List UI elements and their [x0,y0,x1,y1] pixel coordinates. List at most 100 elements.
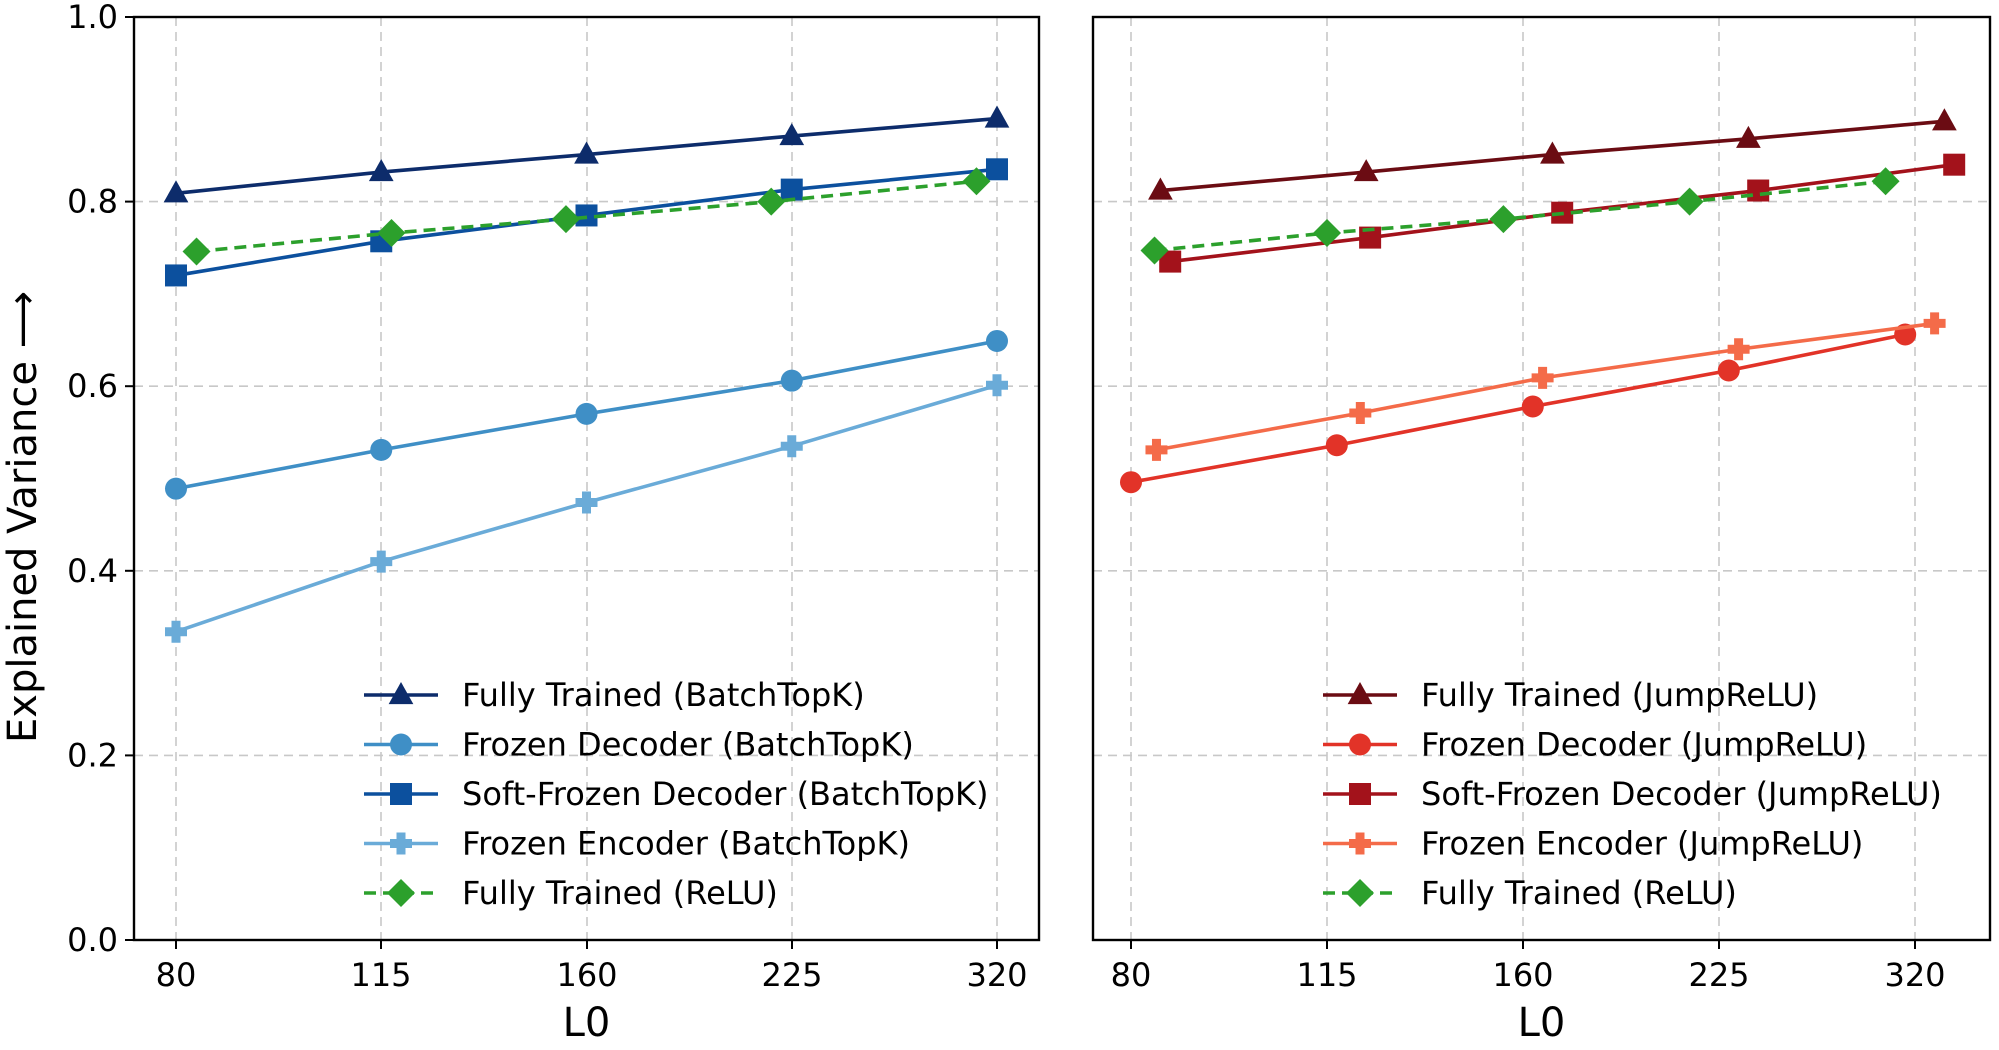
legend-entry: Frozen Decoder (BatchTopK) [364,726,914,764]
legend-entry: Frozen Encoder (BatchTopK) [364,825,910,863]
data-point [1349,401,1372,424]
series-line [1154,179,1886,253]
x-axis-label: L0 [1518,1000,1566,1046]
legend-label: Soft-Frozen Decoder (BatchTopK) [462,775,989,813]
legend-label: Frozen Decoder (BatchTopK) [462,726,914,764]
data-point [1313,218,1341,247]
data-point [370,550,393,573]
x-tick-label: 225 [1688,956,1749,994]
data-point [986,329,1008,352]
x-axis-label: L0 [563,1000,611,1046]
jumprelu-panel: 80 115 160 225 320 L0 Fully Trained (JumpReLU)… [1091,15,1992,1046]
data-point [986,374,1008,397]
data-point [1727,338,1750,361]
legend-entry: Frozen Encoder (JumpReLU) [1323,825,1863,863]
legend-marker [387,879,415,907]
data-point [165,620,187,643]
data-point [1943,153,1966,176]
legend-marker [1349,733,1371,756]
series-line [1130,332,1906,484]
series-fully-trained-relu [1140,167,1900,265]
data-point [1159,250,1182,273]
series-fully-trained-relu [182,167,991,266]
data-point [780,178,803,201]
data-point [1359,226,1382,249]
legend-marker [1349,832,1371,855]
legend-entry: Frozen Decoder (JumpReLU) [1323,726,1867,764]
data-point [163,180,189,203]
data-point [575,402,598,425]
plot-frame [1091,15,1992,942]
data-point [1717,359,1740,382]
plot-frame [132,15,1041,942]
x-tick-label: 160 [556,956,617,994]
legend-marker [390,832,412,855]
data-point [165,264,187,287]
series-line [196,179,977,254]
x-tick-label: 115 [1296,956,1357,994]
legend-marker [1349,783,1371,805]
data-point [779,123,805,146]
legend-label: Fully Trained (BatchTopK) [462,676,865,714]
legend-label: Soft-Frozen Decoder (JumpReLU) [1421,775,1942,813]
data-point [1932,108,1957,131]
data-point [1140,236,1169,265]
series-soft-frozen-decoder-batchtopk [165,158,1008,287]
data-point [1325,434,1348,457]
data-point [1540,141,1565,164]
x-tick-label: 320 [966,956,1027,994]
legend-label: Fully Trained (ReLU) [462,874,778,912]
legend: Fully Trained (BatchTopK) Frozen Decoder … [364,676,989,912]
legend-entry: Soft-Frozen Decoder (BatchTopK) [364,775,989,813]
legend-entry: Fully Trained (BatchTopK) [364,676,865,714]
legend-label: Frozen Decoder (JumpReLU) [1421,726,1867,764]
batchtopk-panel: 80 115 160 225 320 0.0 0.2 0.4 0.6 0.8 1.0 L0 Fully … [67,0,1041,1046]
data-point [780,435,803,458]
x-tick-label: 80 [156,956,197,994]
data-point [1521,395,1544,418]
series-frozen-encoder-jumprelu [1145,312,1946,461]
data-point [986,158,1008,181]
legend: Fully Trained (JumpReLU) Frozen Decoder (… [1323,676,1942,912]
data-point [1531,366,1554,389]
data-point [984,105,1010,128]
legend-marker [1346,879,1374,907]
y-tick-label: 0.6 [67,367,118,405]
y-axis-label: Explained Variance ⟶ [0,291,46,743]
y-tick-label: 0.8 [67,183,118,221]
data-point [757,187,786,216]
data-point [1353,159,1379,182]
legend-marker [1347,682,1373,705]
y-tick-label: 0.2 [67,736,118,774]
legend-entry: Fully Trained (JumpReLU) [1323,676,1818,714]
legend-entry: Fully Trained (ReLU) [364,874,778,912]
data-point [1145,438,1168,461]
legend-marker [390,733,412,756]
legend-label: Frozen Encoder (JumpReLU) [1421,825,1863,863]
data-point [575,491,598,514]
y-tick-label: 0.0 [67,921,118,959]
data-point [1736,125,1761,148]
data-point [1747,179,1770,202]
data-point [1871,167,1900,196]
series-fully-trained-batchtopk [163,105,1010,203]
legend-entry: Soft-Frozen Decoder (JumpReLU) [1323,775,1942,813]
data-point [780,369,803,392]
x-tick-label: 320 [1884,956,1945,994]
x-tick-label: 160 [1492,956,1553,994]
x-tick-label: 115 [350,956,411,994]
y-tick-label: 1.0 [67,0,118,36]
legend-label: Fully Trained (ReLU) [1421,874,1737,912]
data-point [377,218,406,247]
legend-entry: Fully Trained (ReLU) [1323,874,1737,912]
y-tick-label: 0.4 [67,552,118,590]
data-point [182,237,211,266]
series-fully-trained-jumprelu [1148,108,1957,200]
data-point [165,477,187,500]
legend-label: Frozen Encoder (BatchTopK) [462,825,910,863]
legend-marker [388,682,414,705]
data-point [551,205,580,234]
x-tick-label: 80 [1111,956,1152,994]
series-frozen-decoder-batchtopk [165,329,1008,500]
